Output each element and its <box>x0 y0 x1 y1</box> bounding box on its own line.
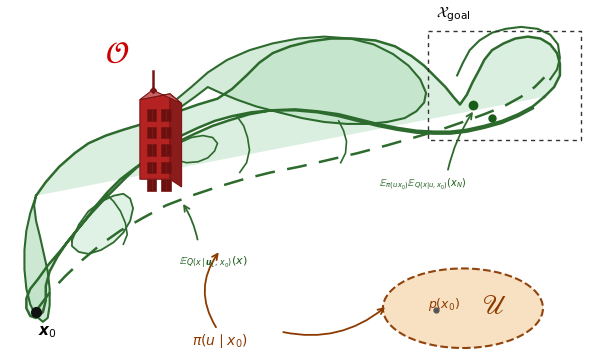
Polygon shape <box>161 144 171 156</box>
Ellipse shape <box>383 269 543 348</box>
Polygon shape <box>24 196 49 322</box>
Polygon shape <box>147 179 156 191</box>
Text: $\pi(u\mid x_0)$: $\pi(u\mid x_0)$ <box>193 332 249 349</box>
Polygon shape <box>161 127 171 138</box>
Text: $p(x_0)$: $p(x_0)$ <box>427 296 460 313</box>
Polygon shape <box>140 90 182 104</box>
Text: $\mathcal{O}$: $\mathcal{O}$ <box>105 38 130 70</box>
Polygon shape <box>161 109 171 121</box>
Polygon shape <box>170 94 182 187</box>
Polygon shape <box>140 94 170 179</box>
Text: $\mathcal{X}_{\mathrm{goal}}$: $\mathcal{X}_{\mathrm{goal}}$ <box>436 4 470 24</box>
Polygon shape <box>72 194 133 254</box>
Polygon shape <box>147 109 156 121</box>
Text: $\mathbb{E}_{\pi(u\,x_0)}\mathbb{E}_{Q(x|u,x_0)}(x_N)$: $\mathbb{E}_{\pi(u\,x_0)}\mathbb{E}_{Q(x… <box>380 176 467 192</box>
Polygon shape <box>26 37 560 318</box>
Polygon shape <box>169 135 218 163</box>
Text: $\mathbb{E}_{Q(x\,|\,\boldsymbol{u}_1,\,x_0)}(x)$: $\mathbb{E}_{Q(x\,|\,\boldsymbol{u}_1,\,… <box>179 254 247 270</box>
Text: $\boldsymbol{x}_0$: $\boldsymbol{x}_0$ <box>38 325 57 340</box>
Text: $\mathscr{U}$: $\mathscr{U}$ <box>482 293 506 320</box>
Polygon shape <box>147 144 156 156</box>
Polygon shape <box>159 37 426 124</box>
Polygon shape <box>161 179 171 191</box>
Polygon shape <box>147 162 156 173</box>
Polygon shape <box>161 162 171 173</box>
Polygon shape <box>147 127 156 138</box>
